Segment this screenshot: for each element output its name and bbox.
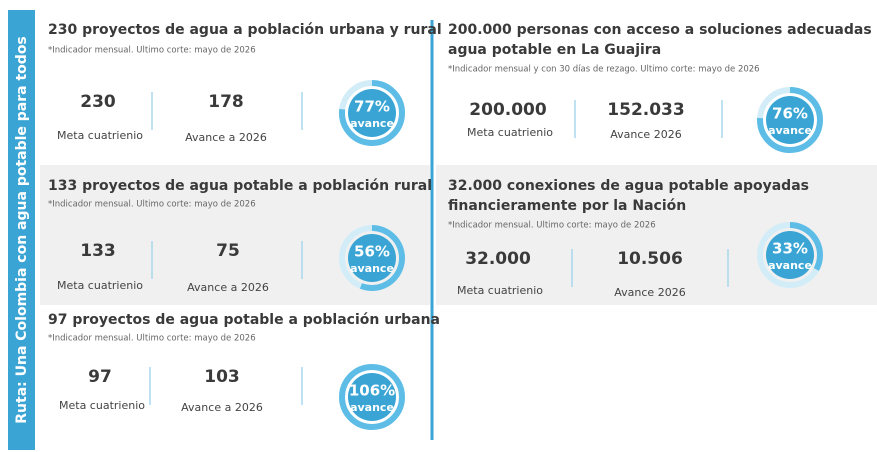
card-title: financieramente por la Nación — [448, 198, 686, 214]
avance-value: 75 — [216, 241, 240, 261]
card-note: *Indicador mensual. Ultimo corte: mayo d… — [48, 200, 256, 210]
card-bg — [40, 165, 430, 305]
card-note: *Indicador mensual. Ultimo corte: mayo d… — [48, 46, 256, 56]
ring-core — [348, 89, 396, 137]
avance-label: Avance a 2026 — [185, 131, 267, 144]
meta-value: 200.000 — [469, 100, 547, 120]
ring-percent: 56% — [354, 243, 390, 261]
meta-value: 133 — [80, 241, 116, 261]
avance-value: 10.506 — [617, 249, 683, 269]
ring-label: avance — [350, 262, 394, 275]
sidebar-text: Ruta: Una Colombia con agua potable para… — [14, 36, 30, 424]
ring-progress — [339, 364, 405, 430]
meta-value: 97 — [88, 367, 112, 387]
meta-value: 32.000 — [465, 249, 531, 269]
ring-core — [766, 231, 814, 279]
ring-percent: 33% — [772, 240, 808, 258]
ring-core — [348, 234, 396, 282]
avance-label: Avance 2026 — [614, 286, 685, 299]
ring-progress — [359, 225, 405, 291]
meta-label: Meta cuatrienio — [57, 129, 143, 142]
avance-value: 103 — [204, 367, 240, 387]
meta-value: 230 — [80, 92, 116, 112]
card-title: 200.000 personas con acceso a soluciones… — [448, 22, 877, 38]
ring-percent: 77% — [354, 98, 390, 116]
meta-label: Meta cuatrienio — [57, 279, 143, 292]
card-title: agua potable en La Guajira — [448, 42, 661, 58]
meta-label: Meta cuatrienio — [457, 284, 543, 297]
sidebar — [8, 10, 35, 450]
card-title: 230 proyectos de agua a población urbana… — [48, 22, 442, 38]
avance-label: Avance a 2026 — [187, 281, 269, 294]
card-note: *Indicador mensual y con 30 días de reza… — [448, 65, 760, 75]
card-note: *Indicador mensual. Ultimo corte: mayo d… — [48, 334, 256, 344]
card-title: 97 proyectos de agua potable a población… — [48, 312, 440, 328]
card-title: 32.000 conexiones de agua potable apoyad… — [448, 178, 809, 194]
ring-progress — [789, 222, 823, 271]
meta-label: Meta cuatrienio — [59, 399, 145, 412]
ring-label: avance — [768, 124, 812, 137]
avance-label: Avance 2026 — [610, 128, 681, 141]
ring-label: avance — [350, 117, 394, 130]
card-title: 133 proyectos de agua potable a població… — [48, 178, 432, 194]
ring-progress — [339, 80, 405, 146]
ring-percent: 106% — [349, 382, 395, 400]
ring-core — [348, 373, 396, 421]
ring-progress — [757, 87, 823, 153]
meta-label: Meta cuatrienio — [467, 126, 553, 139]
ring-percent: 76% — [772, 105, 808, 123]
ring-core — [766, 96, 814, 144]
ring-label: avance — [768, 259, 812, 272]
avance-value: 152.033 — [607, 100, 684, 120]
avance-label: Avance a 2026 — [181, 401, 263, 414]
avance-value: 178 — [208, 92, 244, 112]
ring-label: avance — [350, 401, 394, 414]
card-note: *Indicador mensual. Ultimo corte: mayo d… — [448, 221, 656, 231]
